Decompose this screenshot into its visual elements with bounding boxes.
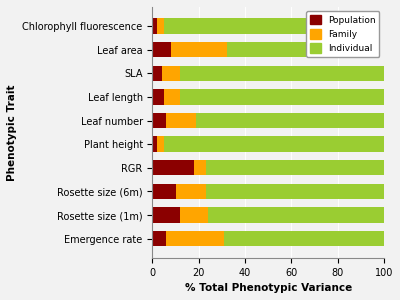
Bar — [152, 18, 157, 34]
Bar — [152, 89, 164, 105]
Bar — [152, 66, 162, 81]
Y-axis label: Phenotypic Trait: Phenotypic Trait — [7, 84, 17, 181]
Bar — [226, 42, 308, 57]
Bar — [206, 160, 384, 176]
Bar — [152, 42, 171, 57]
Bar — [152, 184, 176, 199]
Bar — [157, 18, 164, 34]
Bar — [152, 136, 157, 152]
Bar — [152, 231, 166, 246]
Bar — [166, 231, 224, 246]
Bar — [166, 113, 196, 128]
Bar — [152, 160, 194, 176]
Legend: Population, Family, Individual: Population, Family, Individual — [306, 11, 379, 57]
Bar — [152, 207, 180, 223]
Bar — [206, 184, 384, 199]
Bar — [180, 207, 208, 223]
X-axis label: % Total Phenotypic Variance: % Total Phenotypic Variance — [184, 283, 352, 293]
Bar — [164, 89, 180, 105]
Bar — [162, 66, 180, 81]
Bar — [194, 160, 206, 176]
Bar — [208, 207, 384, 223]
Bar — [157, 136, 164, 152]
Bar — [224, 231, 384, 246]
Bar — [176, 184, 206, 199]
Bar — [171, 42, 226, 57]
Bar — [180, 66, 384, 81]
Bar — [164, 136, 384, 152]
Bar — [180, 89, 384, 105]
Bar — [164, 18, 308, 34]
Bar — [196, 113, 384, 128]
Bar — [152, 113, 166, 128]
